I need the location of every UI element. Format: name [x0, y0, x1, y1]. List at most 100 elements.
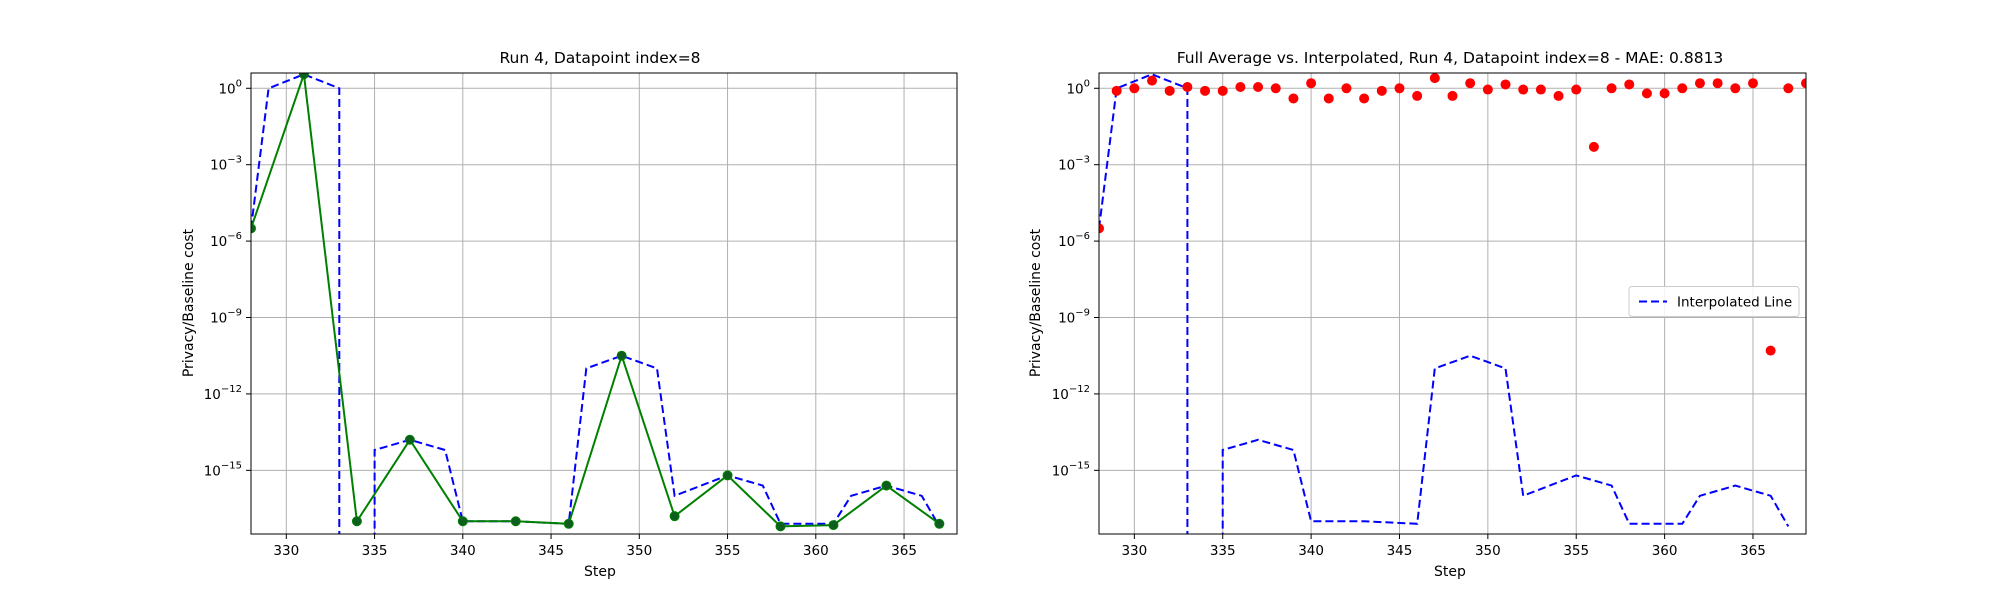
y-tick-label: 10−3 [210, 155, 242, 174]
x-tick-label: 340 [450, 543, 476, 559]
data-point [1099, 223, 1104, 234]
data-point [1306, 78, 1317, 89]
y-tick-label: 10−9 [210, 308, 242, 327]
data-point [1129, 83, 1140, 94]
data-point [1571, 84, 1582, 95]
legend-box [1628, 286, 1800, 317]
plot-frame [250, 72, 958, 535]
data-point [1359, 93, 1370, 104]
x-tick-label: 335 [1210, 543, 1236, 559]
data-point [251, 223, 256, 234]
data-point [1323, 93, 1334, 104]
x-tick-label: 365 [891, 543, 917, 559]
data-point [1712, 78, 1723, 89]
data-point [1217, 85, 1228, 96]
data-point [1429, 73, 1440, 84]
plot-area [1099, 73, 1806, 534]
data-point [1182, 82, 1193, 93]
data-point [1747, 78, 1758, 89]
data-point [457, 516, 468, 527]
x-tick-label: 330 [273, 543, 299, 559]
y-ticks: 100 10−3 10−6 10−9 10−12 10−15 [204, 78, 251, 479]
grid [1099, 73, 1806, 534]
data-point [1482, 84, 1493, 95]
y-tick-label: 10−15 [204, 460, 242, 479]
data-point [1270, 83, 1281, 94]
data-point [1412, 90, 1423, 101]
y-axis-label: Privacy/Baseline cost [181, 228, 197, 377]
data-point [1253, 82, 1264, 93]
y-tick-label: 10−9 [1058, 308, 1090, 327]
data-point [1535, 84, 1546, 95]
x-ticks: 330 335 340 345 350 355 360 365 [1121, 534, 1766, 559]
grid [251, 73, 957, 534]
y-tick-label: 10−12 [204, 384, 242, 403]
x-tick-label: 345 [538, 543, 564, 559]
data-point [1783, 83, 1794, 94]
data-point [563, 518, 574, 529]
data-point [1588, 141, 1599, 152]
data-point [1164, 85, 1175, 96]
chart-left: Run 4, Datapoint index=8 Step Privacy/Ba… [181, 49, 958, 580]
data-point [669, 511, 680, 522]
x-tick-label: 360 [803, 543, 829, 559]
data-point [510, 516, 521, 527]
data-point [616, 350, 627, 361]
data-point [1111, 85, 1122, 96]
data-point [1606, 83, 1617, 94]
x-tick-label: 340 [1298, 543, 1324, 559]
data-point [1730, 83, 1741, 94]
plot-frame [1098, 72, 1807, 535]
x-tick-label: 365 [1740, 543, 1766, 559]
data-point [1677, 83, 1688, 94]
x-tick-label: 335 [362, 543, 388, 559]
x-tick-label: 355 [1563, 543, 1589, 559]
series-line [251, 73, 940, 528]
data-point [1376, 85, 1387, 96]
data-point [1500, 79, 1511, 90]
y-tick-label: 10−3 [1058, 155, 1090, 174]
x-axis-label: Step [1434, 564, 1466, 580]
plot-area [251, 73, 945, 534]
data-point [1394, 83, 1405, 94]
x-tick-label: 360 [1652, 543, 1678, 559]
data-point [1288, 93, 1299, 104]
data-point [1235, 82, 1246, 93]
y-tick-label: 10−6 [1058, 231, 1090, 250]
x-tick-label: 330 [1121, 543, 1147, 559]
data-point [298, 73, 309, 80]
y-ticks: 100 10−3 10−6 10−9 10−12 10−15 [1052, 78, 1099, 479]
y-tick-label: 100 [1066, 78, 1090, 97]
x-tick-label: 350 [626, 543, 652, 559]
data-point [1200, 85, 1211, 96]
data-point [881, 480, 892, 491]
y-tick-label: 10−6 [210, 231, 242, 250]
data-point [1765, 345, 1776, 356]
data-point [722, 470, 733, 481]
series-line [251, 73, 941, 534]
data-point [775, 521, 786, 532]
data-point [1147, 75, 1158, 86]
data-point [1553, 90, 1564, 101]
data-point [1341, 83, 1352, 94]
chart-right: Full Average vs. Interpolated, Run 4, Da… [1028, 49, 1807, 580]
legend-label: Interpolated Line [1677, 295, 1792, 311]
chart-title: Run 4, Datapoint index=8 [499, 49, 700, 67]
chart-title: Full Average vs. Interpolated, Run 4, Da… [1177, 49, 1724, 67]
x-tick-label: 345 [1387, 543, 1413, 559]
data-point [1659, 88, 1670, 99]
data-point [1694, 78, 1705, 89]
x-tick-label: 355 [715, 543, 741, 559]
data-point [1801, 78, 1806, 89]
data-point [1641, 88, 1652, 99]
y-axis-label: Privacy/Baseline cost [1028, 228, 1044, 377]
x-tick-label: 350 [1475, 543, 1501, 559]
y-tick-label: 10−15 [1052, 460, 1090, 479]
y-tick-label: 100 [218, 78, 242, 97]
y-tick-label: 10−12 [1052, 384, 1090, 403]
data-point [351, 516, 362, 527]
data-point [1518, 84, 1529, 95]
data-point [404, 434, 415, 445]
data-point [828, 520, 839, 531]
